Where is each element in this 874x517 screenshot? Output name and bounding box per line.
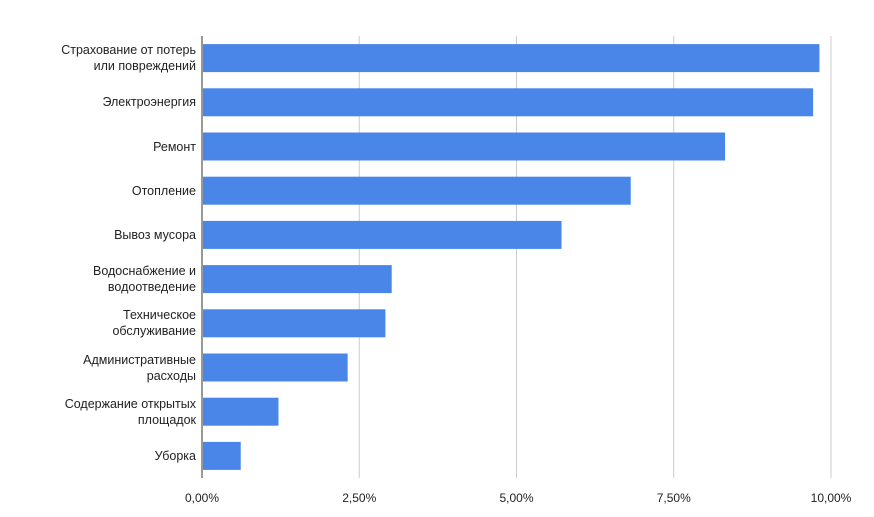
x-tick-label: 7,50% bbox=[657, 491, 691, 505]
x-tick-label: 0,00% bbox=[185, 491, 219, 505]
bar bbox=[203, 309, 386, 338]
bar bbox=[203, 353, 348, 382]
x-tick-label: 2,50% bbox=[342, 491, 376, 505]
bar bbox=[203, 397, 279, 426]
bar bbox=[203, 220, 562, 249]
bar bbox=[203, 265, 392, 294]
y-tick-label: Уборка bbox=[154, 448, 196, 463]
y-tick-label: Страхование от потерь или повреждений bbox=[61, 43, 196, 74]
bar bbox=[203, 132, 726, 161]
y-tick-label: Ремонт bbox=[153, 139, 196, 154]
bar bbox=[203, 44, 820, 73]
y-tick-label: Содержание открытых площадок bbox=[64, 396, 196, 427]
y-tick-label: Техническое обслуживание bbox=[112, 308, 196, 339]
bar bbox=[203, 176, 631, 205]
y-tick-label: Отопление bbox=[131, 183, 196, 198]
y-tick-label: Электроэнергия bbox=[102, 95, 196, 110]
y-tick-label: Водоснабжение и водоотведение bbox=[93, 264, 196, 295]
x-tick-label: 5,00% bbox=[499, 491, 533, 505]
bar bbox=[203, 441, 241, 470]
x-tick-label: 10,00% bbox=[811, 491, 852, 505]
bar bbox=[203, 88, 814, 117]
y-tick-label: Административные расходы bbox=[83, 352, 196, 383]
y-tick-label: Вывоз мусора bbox=[114, 227, 196, 242]
